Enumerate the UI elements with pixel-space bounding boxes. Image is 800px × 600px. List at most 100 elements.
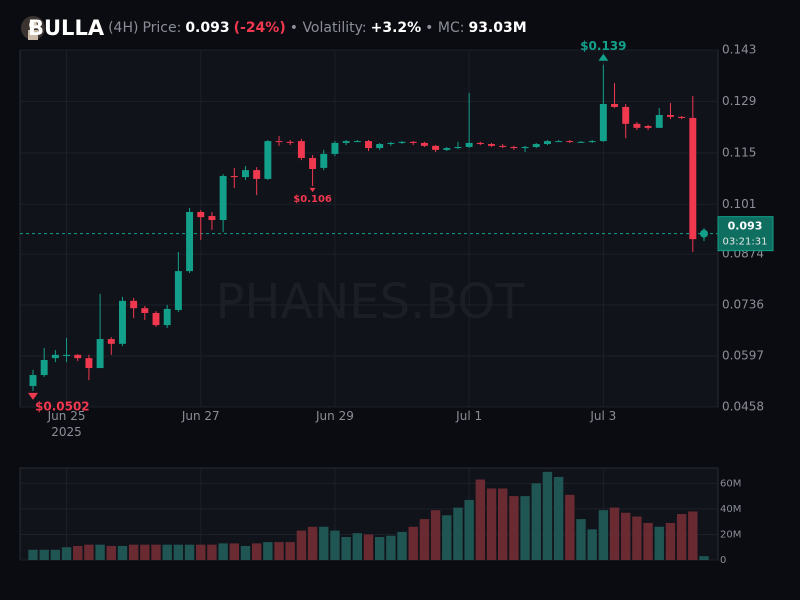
candle-body	[74, 354, 82, 359]
volume-bar	[442, 515, 452, 560]
candle-body	[331, 142, 339, 154]
candle-body	[152, 312, 160, 326]
volume-bar	[542, 471, 553, 560]
candle-body	[264, 141, 272, 179]
candle-body	[297, 141, 305, 158]
volume-bar	[486, 488, 497, 560]
change: (-24%)	[233, 20, 286, 36]
y-tick-label: 0.115	[722, 145, 756, 159]
candle-body	[51, 354, 59, 359]
candle-body	[376, 144, 384, 149]
volume-bar	[151, 544, 161, 560]
candle-body	[118, 300, 126, 344]
high-label: $0.139	[580, 39, 626, 53]
volume-bar	[408, 526, 418, 560]
last-price-dot	[700, 229, 708, 238]
candle-body	[409, 141, 417, 143]
mc-label: • MC:	[425, 20, 465, 36]
volume-bar	[229, 543, 239, 560]
low-label: $0.106	[293, 194, 332, 205]
volume-bar	[207, 544, 217, 560]
volatility: +3.2%	[370, 20, 422, 36]
x-tick-label: Jun 29	[316, 409, 354, 423]
volume-bar	[128, 544, 139, 560]
volume-bar	[587, 529, 597, 560]
candle-body	[353, 141, 361, 143]
candle-body	[666, 115, 674, 117]
candle-body	[275, 141, 283, 143]
header: BULLA (4H) Price: 0.093 (-24%) • Volatil…	[20, 14, 527, 42]
candle-body	[555, 141, 563, 143]
low-marker	[28, 392, 38, 400]
volume-bar	[218, 543, 228, 560]
volume-bar	[531, 483, 541, 560]
volume-bar	[498, 488, 508, 560]
volume-bar	[341, 537, 351, 560]
candle-body	[566, 141, 574, 143]
volume-bar	[374, 537, 385, 560]
candle-body	[611, 103, 619, 107]
candle-body	[174, 271, 182, 311]
volume-bar	[173, 544, 184, 560]
volume-bar	[419, 519, 430, 560]
y-tick-label: 0.0458	[722, 400, 764, 414]
market-cap: 93.03M	[468, 20, 527, 36]
candle-body	[521, 146, 529, 149]
x-tick-label: Jun 25 2025	[47, 409, 86, 439]
volume-bar	[676, 514, 687, 560]
y-tick-label: 20M	[720, 529, 741, 540]
price-panel	[19, 49, 719, 408]
avatar-body	[28, 30, 38, 40]
candle-body	[96, 339, 104, 369]
volume-bar	[240, 545, 251, 560]
candle-body	[510, 146, 518, 149]
candle-body	[197, 211, 205, 218]
volume-bar	[251, 543, 262, 560]
candle-body	[499, 145, 507, 147]
candle-body	[678, 116, 686, 118]
volume-bar	[632, 516, 642, 560]
volume-bar	[464, 499, 474, 560]
volume-bar	[475, 479, 486, 560]
token-name: BULLA	[28, 16, 105, 40]
volume-bar	[61, 547, 72, 560]
x-tick-label: Jul 1	[456, 409, 483, 423]
volume-bar	[319, 526, 329, 560]
volume-bar	[307, 526, 318, 560]
volume-bar	[39, 549, 49, 560]
y-tick-label: 0.0736	[722, 297, 764, 311]
x-tick-label: Jul 3	[590, 409, 617, 423]
volume-bar	[140, 544, 150, 560]
candle-body	[476, 142, 484, 145]
candle-body	[219, 175, 227, 221]
volume-bar	[621, 512, 631, 560]
candle-body	[655, 115, 663, 128]
volume-bar	[162, 544, 172, 560]
candle-body	[40, 359, 48, 376]
candle-body	[130, 300, 138, 309]
volume-bar	[654, 526, 664, 560]
volume-bar	[565, 494, 575, 560]
last-price-label: 0.093	[728, 220, 763, 233]
volume-bar	[520, 496, 530, 560]
candle-body	[85, 358, 93, 369]
candle-body	[454, 146, 462, 149]
volume-bar	[95, 544, 105, 560]
volume-bar	[509, 496, 519, 560]
volatility-label: • Volatility:	[289, 20, 367, 36]
low-marker	[309, 187, 316, 193]
volume-bar	[274, 542, 284, 560]
candle-body	[622, 106, 630, 124]
price: 0.093	[185, 20, 230, 36]
candle-body	[320, 153, 328, 168]
volume-bar	[117, 545, 128, 560]
candle-body	[63, 354, 71, 356]
volume-bar	[553, 476, 564, 560]
candle-body	[465, 142, 473, 147]
interval: (4H)	[108, 20, 139, 36]
volume-bar	[576, 519, 586, 560]
candle-body	[208, 216, 216, 221]
candle-body	[230, 175, 238, 178]
candle-body	[644, 126, 652, 128]
volume-bar	[598, 510, 609, 560]
